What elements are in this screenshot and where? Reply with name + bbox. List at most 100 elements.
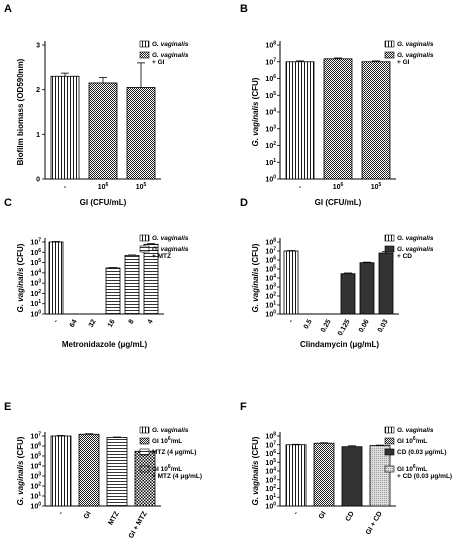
bar: [359, 262, 375, 315]
legend-swatch: [384, 40, 395, 48]
panel-b-label: B: [240, 3, 248, 15]
legend-label: G. vaginalis: [397, 246, 434, 253]
bar: [78, 433, 100, 507]
y-tick-label: 101: [30, 492, 41, 501]
y-axis-label: G. vaginalis (CFU): [16, 436, 25, 505]
y-tick-label: 105: [265, 91, 276, 100]
panel-f-label: F: [240, 401, 247, 413]
x-tick-label: GI + MTZ: [128, 510, 149, 540]
legend-swatch: [139, 51, 150, 59]
legend-swatch: [384, 234, 395, 242]
y-tick-label: 105: [265, 265, 276, 274]
legend-swatch: [384, 465, 395, 473]
legend-label: G. vaginalis: [152, 41, 189, 48]
y-tick-label: 103: [30, 279, 41, 288]
legend-swatch: [384, 426, 395, 434]
x-tick-label: 105: [371, 182, 382, 191]
bar: [105, 267, 121, 315]
y-tick-label: 100: [265, 175, 276, 184]
legend-swatch: [139, 448, 150, 456]
y-axis-label: G. vaginalis (CFU): [251, 243, 260, 312]
bar: [285, 61, 315, 180]
legend-label: G. vaginalis: [397, 52, 434, 59]
y-tick-label: 103: [265, 475, 276, 484]
x-tick-label: -: [57, 510, 65, 516]
legend-label-cont: + CD (0.03 μg/mL): [397, 473, 452, 480]
x-tick-label: 106: [333, 182, 344, 191]
bar: [285, 444, 307, 507]
legend-swatch: [384, 437, 395, 445]
x-tick-label: MTZ: [107, 510, 121, 527]
legend-label: GI 106/mL: [397, 436, 427, 445]
x-axis-label: Metronidazole (μg/mL): [62, 340, 148, 349]
bar: [48, 241, 64, 315]
y-tick-label: 102: [30, 289, 41, 298]
y-tick-label: 106: [265, 256, 276, 265]
y-tick-label: 101: [265, 158, 276, 167]
x-tick-label: -: [292, 510, 300, 516]
legend-label: GI 106/mL: [152, 436, 182, 445]
legend-swatch: [384, 448, 395, 456]
x-tick-label: -: [287, 318, 295, 324]
y-axis-label: G. vaginalis (CFU): [16, 243, 25, 312]
bar: [378, 252, 394, 315]
x-axis-label: GI (CFU/mL): [315, 198, 362, 207]
bar: [50, 435, 72, 507]
y-tick-label: 101: [265, 493, 276, 502]
y-tick-label: 107: [265, 57, 276, 66]
y-tick-label: 106: [265, 449, 276, 458]
bar: [126, 87, 156, 180]
panel-a-label: A: [4, 3, 12, 15]
x-tick-label: 0.125: [337, 318, 352, 337]
legend-swatch: [139, 40, 150, 48]
panel-c-label: C: [4, 197, 12, 209]
panel-b: B 100 101 102 103 104 105 106 107 108 - 106 105 G. v…: [240, 3, 434, 207]
legend-label: G. vaginalis: [152, 246, 189, 253]
bar: [50, 75, 80, 180]
y-tick-label: 100: [265, 502, 276, 511]
x-tick-label: GI + CD: [365, 511, 384, 537]
legend-label: G. vaginalis: [152, 427, 189, 434]
y-tick-label: 107: [30, 432, 41, 441]
legend-swatch: [384, 51, 395, 59]
panel-e-label: E: [4, 401, 11, 413]
x-tick-label: 106: [98, 182, 109, 191]
legend-label: G. vaginalis: [397, 41, 434, 48]
y-tick-label: 100: [30, 310, 41, 319]
y-tick-label: 104: [265, 108, 276, 117]
panel-a: A 0 1 2 3 - 106 105 Biofilm biomass (OD590nm) GI…: [4, 3, 189, 207]
x-tick-label: 0.06: [358, 318, 371, 333]
bar: [88, 82, 118, 180]
legend-label: CD (0.03 μg/mL): [397, 449, 446, 456]
legend-label: G. vaginalis: [152, 52, 189, 59]
y-tick-label: 100: [265, 310, 276, 319]
legend-label: GI 106/mL: [397, 464, 427, 473]
y-tick-label: 103: [30, 472, 41, 481]
x-axis-label: Clindamycin (μg/mL): [300, 340, 379, 349]
y-tick-label: 108: [265, 238, 276, 247]
y-tick-label: 104: [265, 467, 276, 476]
y-axis-label: G. vaginalis (CFU): [251, 436, 260, 505]
bar: [341, 446, 363, 507]
y-tick-label: 2: [36, 87, 40, 94]
legend-label-cont: + GI: [397, 59, 410, 66]
y-tick-label: 105: [30, 258, 41, 267]
legend-label-cont: + MTZ (4 μg/mL): [152, 473, 202, 480]
x-tick-label: -: [52, 318, 60, 324]
x-tick-label: 4: [147, 318, 155, 325]
panel-d-label: D: [240, 197, 248, 209]
y-tick-label: 104: [30, 268, 41, 277]
legend-label-cont: + MTZ: [152, 253, 171, 260]
bar: [106, 437, 128, 507]
y-tick-label: 106: [30, 248, 41, 257]
y-tick-label: 100: [30, 502, 41, 511]
x-tick-label: 0.03: [377, 318, 390, 333]
y-tick-label: 108: [265, 432, 276, 441]
y-tick-label: 102: [265, 292, 276, 301]
bar: [124, 254, 140, 315]
x-tick-label: 105: [136, 182, 147, 191]
legend-label: G. vaginalis: [152, 235, 189, 242]
